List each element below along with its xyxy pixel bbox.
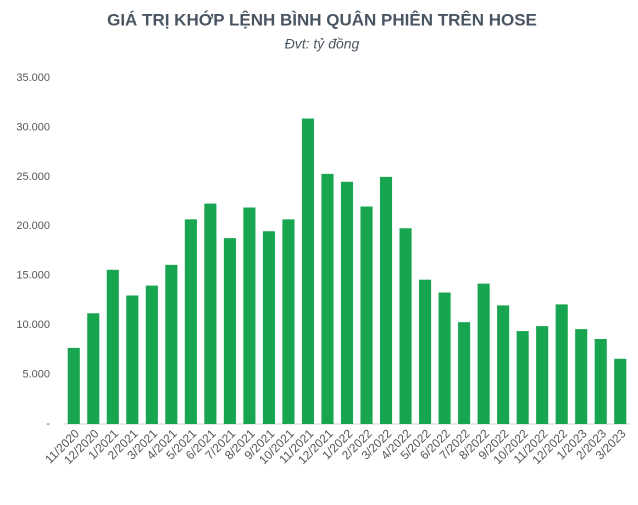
bar (399, 228, 412, 424)
bar (360, 206, 373, 424)
bar (106, 269, 119, 424)
y-tick-label: 35.000 (16, 72, 50, 84)
bar (575, 329, 588, 424)
bar (438, 292, 451, 424)
bar (223, 238, 236, 424)
bar (419, 279, 432, 424)
bar (262, 231, 275, 424)
bar (145, 285, 158, 424)
bar (536, 326, 549, 424)
bar (497, 305, 510, 424)
bar (87, 313, 100, 424)
bar (458, 322, 471, 424)
bar (555, 304, 568, 424)
bar (614, 358, 627, 424)
bar (184, 219, 197, 424)
bar (282, 219, 295, 424)
y-tick-label: 25.000 (16, 171, 50, 183)
bar (126, 295, 139, 424)
bar (594, 338, 607, 424)
y-tick-label: 10.000 (16, 319, 50, 331)
chart-title: GIÁ TRỊ KHỚP LỆNH BÌNH QUÂN PHIÊN TRÊN H… (107, 10, 537, 29)
bar (340, 181, 354, 424)
y-tick-label: 5.000 (22, 368, 50, 380)
bar (477, 283, 490, 424)
y-tick-label: 20.000 (16, 220, 50, 232)
bar (301, 118, 315, 424)
bar (165, 264, 178, 424)
bar (321, 173, 334, 424)
bar (516, 331, 529, 424)
chart-subtitle: Đvt: tỷ đồng (285, 36, 360, 52)
bar (204, 203, 217, 424)
y-tick-label: - (46, 418, 50, 430)
bar (243, 207, 256, 424)
y-tick-label: 30.000 (16, 121, 50, 133)
y-tick-label: 15.000 (16, 270, 50, 282)
bar (379, 176, 393, 424)
bar (67, 347, 80, 424)
